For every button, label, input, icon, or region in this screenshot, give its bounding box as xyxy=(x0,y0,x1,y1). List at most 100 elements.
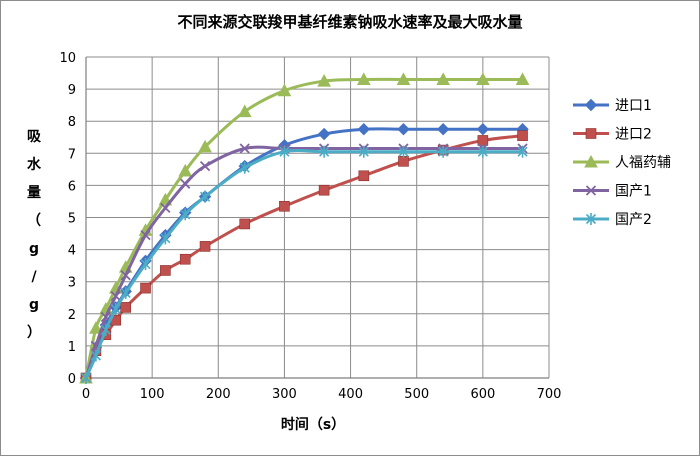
series-3-point-13 xyxy=(396,72,411,85)
legend-marker-3 xyxy=(584,154,598,168)
series-1-point-12 xyxy=(357,123,371,136)
y-tick-label-5: 5 xyxy=(68,212,76,227)
y-axis-title-char-2: 量 xyxy=(27,185,41,201)
series-5-point-4 xyxy=(120,286,131,299)
legend-marker-5 xyxy=(585,213,597,225)
series-2-point-5 xyxy=(140,282,151,294)
series-1-point-13 xyxy=(397,123,410,136)
legend-label-1: 进口1 xyxy=(615,98,652,114)
y-tick-label-6: 6 xyxy=(68,179,76,194)
series-4-point-5 xyxy=(140,230,151,241)
y-axis-title-char-1: 水 xyxy=(27,156,42,173)
series-3-point-14 xyxy=(436,72,451,85)
series-5-point-10 xyxy=(279,145,290,158)
series-4-point-8 xyxy=(199,161,211,172)
y-tick-label-10: 10 xyxy=(59,51,76,66)
legend-marker-2 xyxy=(585,128,597,139)
legend-marker-1 xyxy=(584,98,598,112)
series-2-point-9 xyxy=(239,218,251,230)
series-5-point-16 xyxy=(517,145,528,158)
series-3-point-9 xyxy=(237,104,252,118)
series-4-point-9 xyxy=(239,143,250,154)
y-tick-label-4: 4 xyxy=(68,244,76,259)
x-tick-label-1: 100 xyxy=(140,387,165,402)
series-line-3 xyxy=(84,77,523,379)
series-1-point-11 xyxy=(317,127,331,141)
series-3-point-7 xyxy=(178,163,193,177)
series-2-point-12 xyxy=(358,170,370,182)
y-axis-title-char-0: 吸 xyxy=(27,129,42,145)
y-tick-label-8: 8 xyxy=(68,115,76,130)
y-tick-label-3: 3 xyxy=(68,276,76,291)
series-2-point-11 xyxy=(318,184,330,196)
x-tick-label-5: 500 xyxy=(404,387,429,402)
series-line-1 xyxy=(84,127,523,379)
series-5-point-2 xyxy=(100,323,111,336)
legend-marker-4 xyxy=(585,185,597,196)
series-line-5 xyxy=(84,149,523,379)
series-2-point-15 xyxy=(477,135,489,146)
series-4-point-3 xyxy=(110,291,121,302)
series-5-point-7 xyxy=(180,208,191,221)
series-1-point-15 xyxy=(476,123,490,136)
y-axis-title-char-4: g xyxy=(29,241,39,257)
series-5-point-9 xyxy=(239,161,250,174)
legend-item-4: 国产1 xyxy=(573,184,652,200)
legend-item-5: 国产2 xyxy=(573,212,652,228)
series-3 xyxy=(79,72,530,384)
legend-label-2: 进口2 xyxy=(615,127,652,143)
y-tick-label-1: 1 xyxy=(68,340,76,355)
series-2-point-4 xyxy=(120,302,131,313)
legend-item-2: 进口2 xyxy=(573,127,652,143)
y-axis-title-char-7: ） xyxy=(27,325,41,341)
series-2-point-10 xyxy=(279,200,290,212)
series-5-point-6 xyxy=(160,232,171,245)
y-axis-title: 吸水量 （ g / g ） xyxy=(27,129,42,341)
series-5 xyxy=(80,145,528,384)
axes xyxy=(85,57,549,379)
grid xyxy=(85,56,550,379)
legend-item-1: 进口1 xyxy=(573,98,652,114)
series-3-point-15 xyxy=(476,72,490,85)
series-line-4 xyxy=(84,145,523,379)
x-tick-label-4: 400 xyxy=(338,387,363,402)
series-5-point-8 xyxy=(199,190,211,203)
x-tick-label-2: 200 xyxy=(206,387,231,402)
y-tick-label-0: 0 xyxy=(68,372,76,387)
legend-label-5: 国产2 xyxy=(615,212,652,228)
series-4-point-6 xyxy=(160,202,171,214)
x-tick-labels: 0 100 200 300 400 500 600 700 xyxy=(82,387,562,402)
series-2-point-16 xyxy=(517,130,528,141)
series-5-point-12 xyxy=(358,145,369,158)
series-3-point-16 xyxy=(515,72,530,85)
series-2-point-6 xyxy=(160,265,171,276)
series-3-point-8 xyxy=(198,139,212,153)
x-axis-title: 时间（s） xyxy=(281,416,345,433)
y-tick-label-9: 9 xyxy=(68,83,76,98)
series-3-point-10 xyxy=(277,83,292,97)
legend-item-3: 人福药辅 xyxy=(573,154,671,171)
y-tick-label-2: 2 xyxy=(68,308,76,323)
x-tick-label-6: 600 xyxy=(470,387,495,402)
series-2-point-13 xyxy=(398,156,409,167)
y-axis-title-char-3: （ xyxy=(27,213,41,229)
series-1 xyxy=(79,123,529,385)
series-3-point-11 xyxy=(317,74,331,87)
y-axis-title-char-6: g xyxy=(29,297,39,313)
series-5-point-15 xyxy=(477,145,488,158)
series-group xyxy=(79,72,530,385)
series-5-point-14 xyxy=(438,145,449,158)
series-5-point-11 xyxy=(319,145,330,158)
y-tick-label-7: 7 xyxy=(68,147,76,162)
series-1-point-14 xyxy=(436,123,450,136)
y-axis-title-char-5: / xyxy=(31,269,37,285)
x-tick-label-0: 0 xyxy=(82,387,90,402)
series-5-point-13 xyxy=(398,145,409,158)
x-tick-label-7: 700 xyxy=(537,387,562,402)
series-3-point-12 xyxy=(356,72,371,85)
series-4-point-7 xyxy=(180,178,191,189)
series-5-point-1 xyxy=(90,349,101,362)
x-tick-label-3: 300 xyxy=(272,387,297,402)
